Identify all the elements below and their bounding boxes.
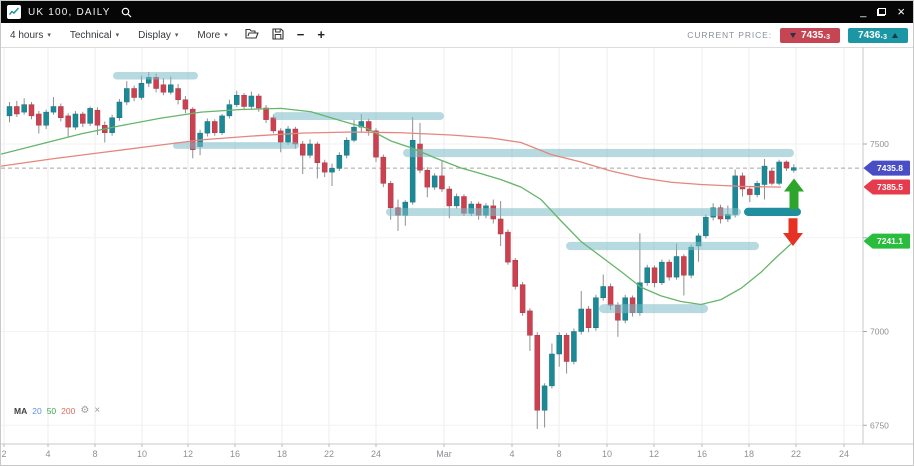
chevron-down-icon: ▾ — [174, 32, 179, 39]
x-axis-label: 8 — [92, 449, 97, 459]
chevron-down-icon: ▾ — [224, 32, 228, 39]
x-axis-label: 24 — [839, 449, 849, 459]
y-axis-label: 7000 — [870, 327, 889, 337]
price-tag: 7385.5 — [864, 179, 910, 195]
buy-price-decimal: 3 — [883, 33, 887, 41]
x-axis-label: 16 — [230, 449, 240, 459]
sell-price-main: 7435. — [801, 29, 827, 41]
open-folder-icon[interactable] — [245, 28, 259, 43]
zone-band — [113, 72, 198, 80]
x-axis-label: 12 — [183, 449, 193, 459]
technical-menu[interactable]: Technical ▾ — [69, 29, 120, 41]
save-icon[interactable] — [272, 27, 284, 43]
tick-down-icon — [790, 32, 797, 38]
x-axis-label: 18 — [277, 449, 287, 459]
zone-band — [173, 142, 299, 149]
more-menu[interactable]: More ▾ — [197, 29, 228, 41]
buy-price-main: 7436. — [858, 29, 884, 41]
down-arrow-annotation[interactable] — [783, 218, 803, 246]
x-axis-label: Mar — [436, 449, 452, 459]
ma-legend-20: 20 — [32, 405, 42, 416]
window-controls: _ × — [860, 4, 913, 19]
ma-settings-gear-icon[interactable]: ⚙ — [80, 405, 90, 416]
chevron-down-icon: ▾ — [115, 32, 120, 39]
zone-band — [566, 241, 759, 251]
svg-text:7435.8: 7435.8 — [877, 163, 903, 173]
current-price-area: CURRENT PRICE: 7435. 3 7436. 3 — [687, 27, 913, 43]
axes-layer: 7500725070006750248101216182224Mar481012… — [1, 47, 913, 459]
restore-button[interactable] — [877, 8, 887, 16]
key-level-bar[interactable] — [744, 207, 801, 216]
minimize-button[interactable]: _ — [860, 6, 867, 18]
current-price-label: CURRENT PRICE: — [687, 30, 772, 40]
y-axis-label: 7500 — [870, 139, 889, 149]
x-axis-label: 12 — [649, 449, 659, 459]
x-axis-label: 24 — [371, 449, 381, 459]
ma-legend-200: 200 — [61, 405, 76, 416]
ma-legend-50: 50 — [46, 405, 57, 416]
title-bar: UK 100, DAILY _ × — [1, 1, 913, 23]
zone-band — [599, 304, 708, 314]
up-arrow-annotation[interactable] — [784, 178, 804, 210]
zoom-out-button[interactable]: − — [296, 27, 305, 42]
app-chart-icon — [7, 5, 21, 19]
price-tag: 7241.1 — [864, 233, 910, 249]
ma-legend-prefix: MA — [14, 405, 28, 416]
x-axis-label: 16 — [697, 449, 707, 459]
search-icon[interactable] — [121, 7, 132, 18]
chart-toolbar: 4 hours ▾ Technical ▾ Display ▾ More ▾ — [1, 23, 913, 48]
x-axis-label: 4 — [509, 449, 514, 459]
zoom-in-button[interactable]: + — [317, 27, 325, 42]
close-button[interactable]: × — [897, 4, 905, 19]
sell-price-badge[interactable]: 7435. 3 — [780, 27, 840, 43]
x-axis-label: 4 — [45, 449, 50, 459]
x-axis-label: 18 — [744, 449, 754, 459]
x-axis-label: 10 — [602, 449, 612, 459]
display-menu[interactable]: Display ▾ — [138, 29, 179, 41]
svg-text:7241.1: 7241.1 — [877, 236, 903, 246]
zones-layer[interactable] — [113, 72, 794, 314]
ma-remove-icon[interactable]: × — [94, 405, 101, 416]
ma200-line — [1, 131, 782, 188]
x-axis-label: 22 — [791, 449, 801, 459]
zone-band — [403, 148, 794, 158]
buy-price-badge[interactable]: 7436. 3 — [848, 27, 908, 43]
y-axis-label: 6750 — [870, 420, 889, 430]
x-axis-label: 22 — [324, 449, 334, 459]
instrument-title: UK 100, DAILY — [28, 6, 111, 18]
chevron-down-icon: ▾ — [47, 32, 51, 39]
zone-band — [386, 208, 741, 216]
timeframe-menu[interactable]: 4 hours ▾ — [10, 29, 51, 41]
sell-price-decimal: 3 — [826, 33, 830, 41]
ma50-line — [1, 107, 795, 306]
tick-up-icon — [891, 32, 898, 38]
zone-band — [273, 112, 444, 120]
x-axis-label: 10 — [137, 449, 147, 459]
chart-gridlines — [1, 47, 913, 444]
price-tag: 7435.8 — [864, 160, 910, 176]
ma-legend: MA 20 50 200 ⚙ × — [14, 405, 100, 416]
x-axis-label: 8 — [556, 449, 561, 459]
x-axis-label: 2 — [1, 449, 6, 459]
svg-text:7385.5: 7385.5 — [877, 182, 903, 192]
candles-layer — [6, 72, 797, 429]
price-chart-canvas[interactable]: 7500725070006750248101216182224Mar481012… — [1, 47, 914, 466]
